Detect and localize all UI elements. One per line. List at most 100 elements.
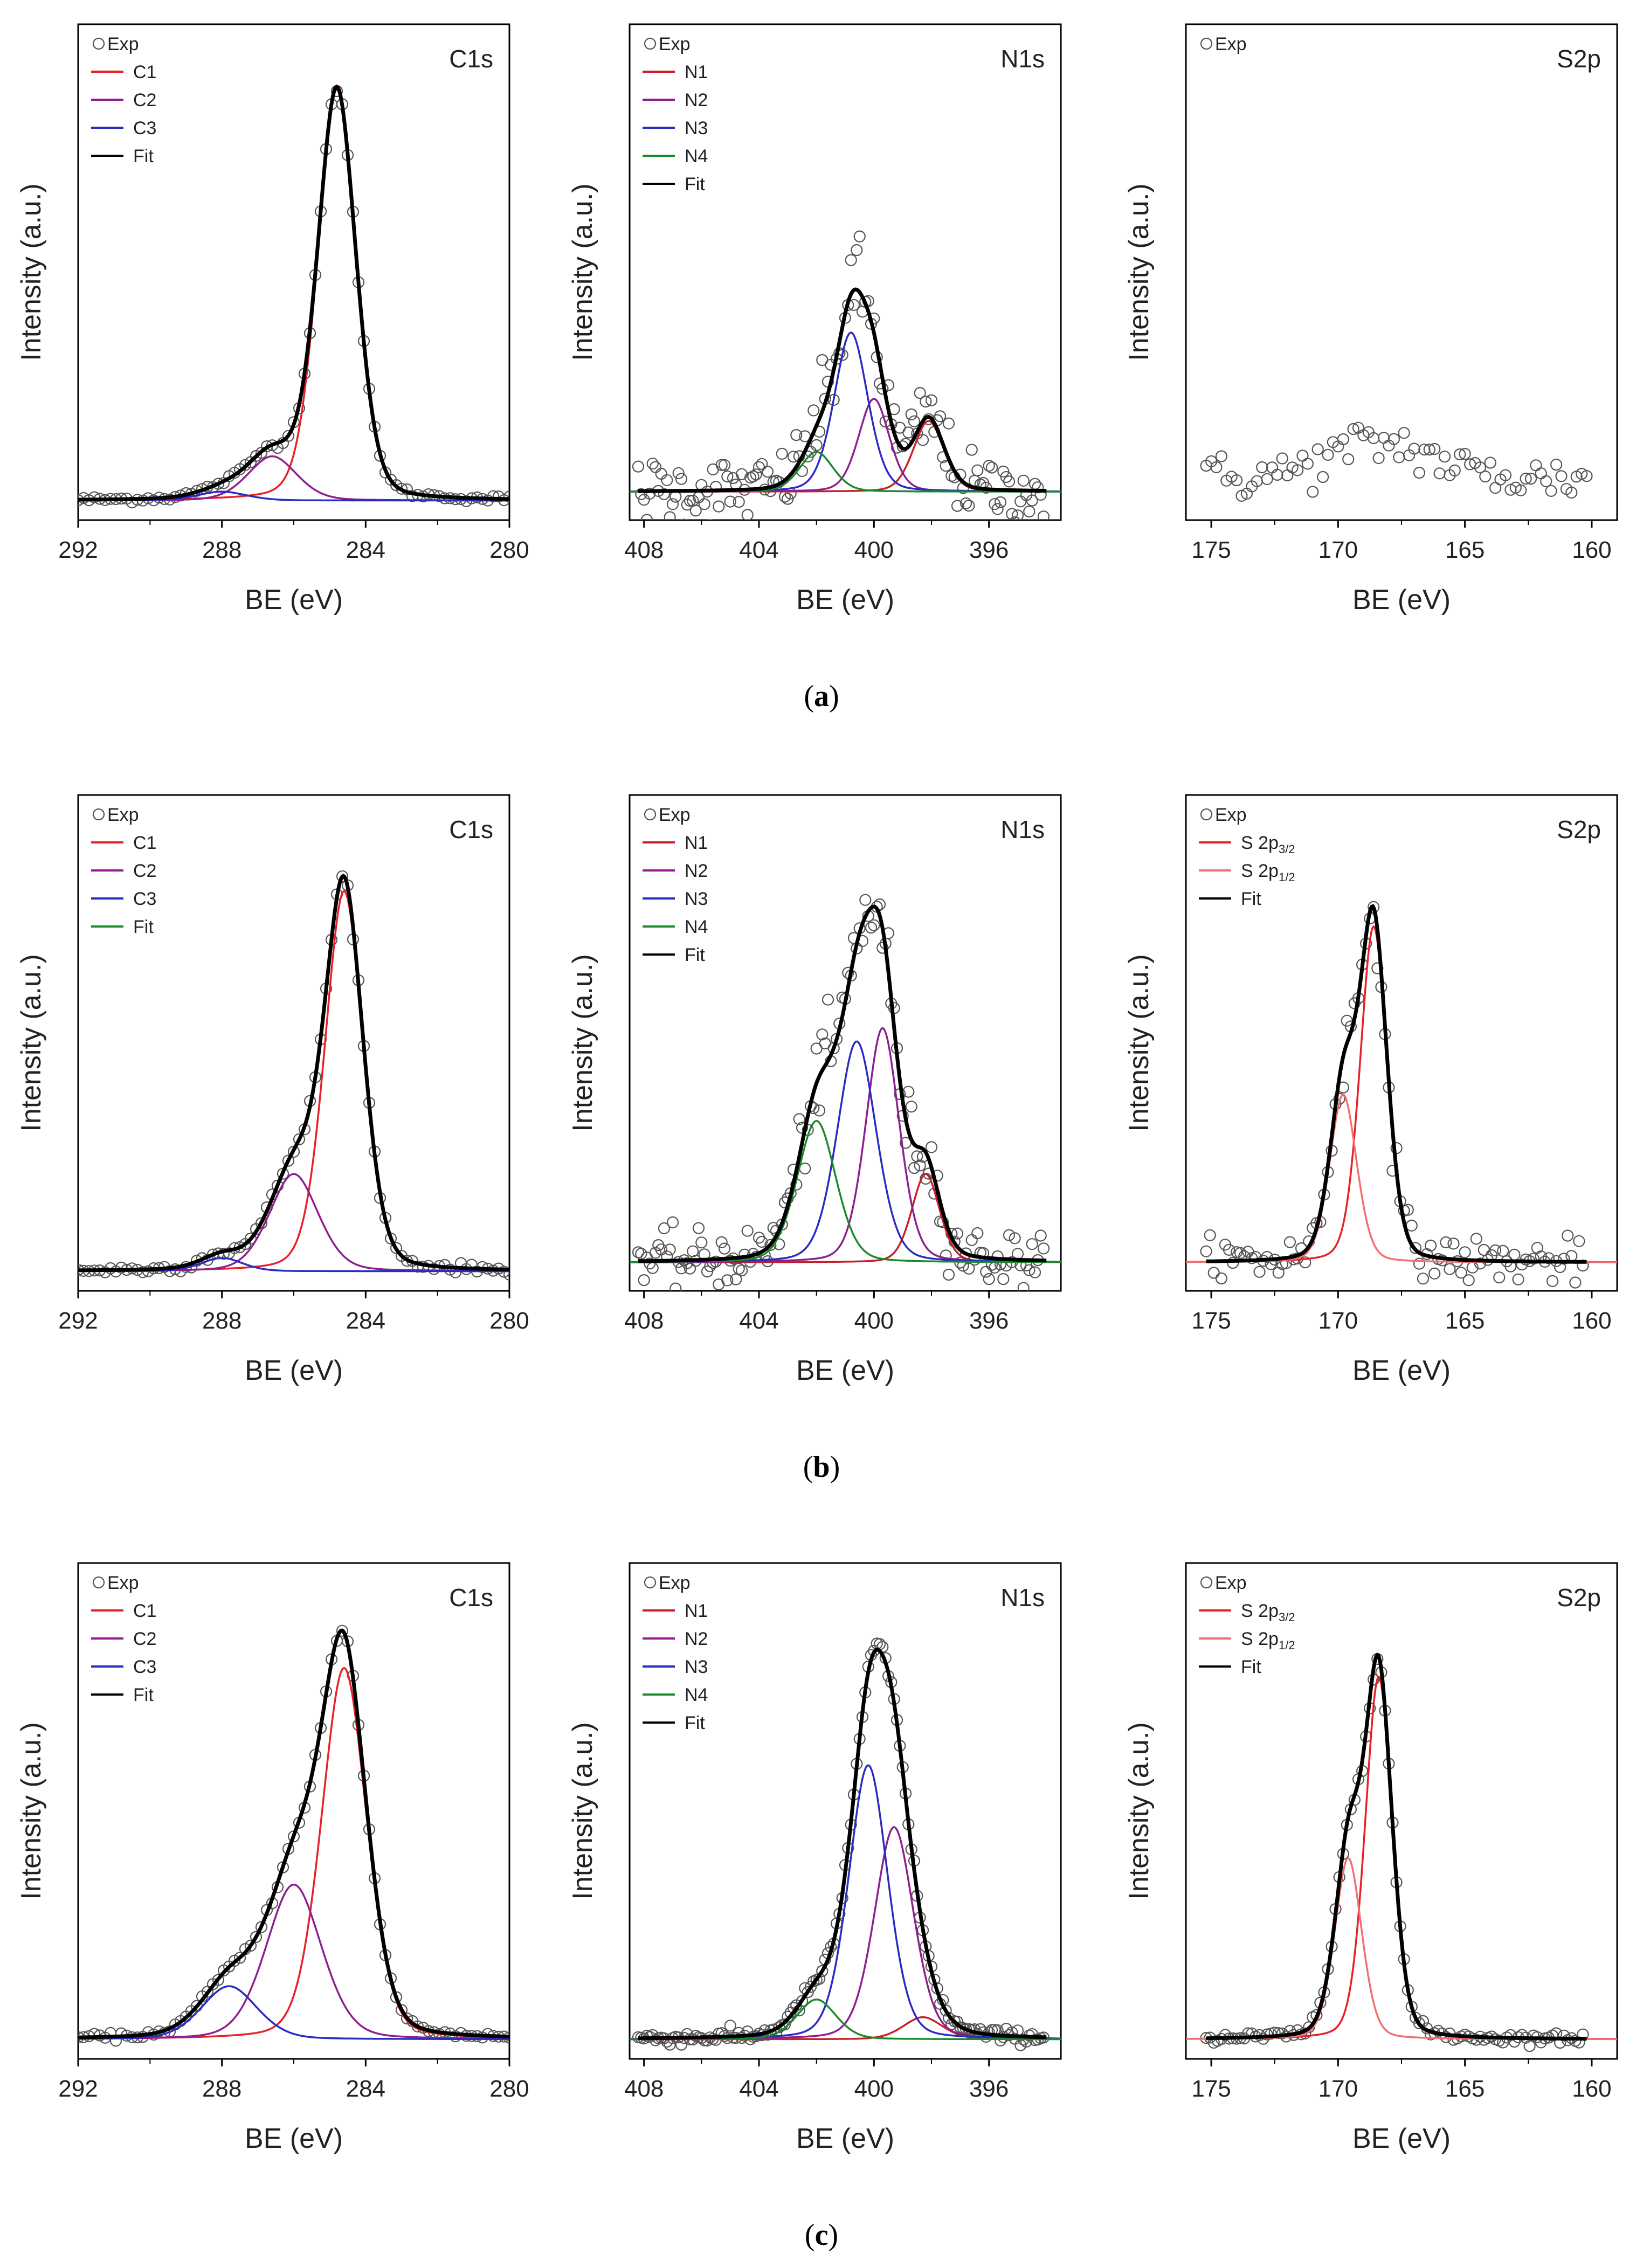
exp-point — [1283, 1236, 1296, 1248]
exp-point — [959, 497, 972, 510]
exp-point — [1478, 1243, 1490, 1256]
exp-point — [764, 1239, 777, 1251]
legend-label: N1 — [685, 1601, 708, 1621]
exp-point — [1026, 494, 1038, 507]
exp-point — [212, 478, 225, 490]
plot-area — [78, 84, 509, 509]
x-tick-label: 160 — [1572, 537, 1611, 563]
exp-point — [1242, 1246, 1254, 1258]
exp-point — [1372, 452, 1385, 465]
exp-point — [1200, 1245, 1212, 1257]
exp-point — [1520, 472, 1532, 485]
exp-point — [873, 898, 886, 911]
exp-point — [1271, 468, 1283, 481]
legend-marker — [1200, 1576, 1213, 1589]
x-tick-label: 175 — [1191, 1308, 1231, 1334]
exp-point — [951, 1227, 964, 1240]
legend-label: Exp — [107, 34, 139, 54]
y-axis-title: Intensity (a.u.) — [567, 954, 598, 1131]
exp-point — [1261, 473, 1273, 486]
exp-point — [666, 1216, 679, 1229]
y-axis-title: Intensity (a.u.) — [567, 183, 598, 361]
exp-point — [1026, 1238, 1038, 1250]
legend-marker — [644, 37, 657, 50]
exp-point — [1530, 459, 1542, 472]
exp-point — [925, 1141, 938, 1153]
exp-point — [851, 244, 863, 257]
legend-label: S 2p3/2 — [1241, 833, 1295, 856]
exp-point — [1204, 1229, 1216, 1241]
fit-envelope — [1206, 904, 1587, 1264]
exp-point — [1545, 485, 1557, 497]
legend: Exp S 2p3/2 S 2p1/2 Fit — [1199, 805, 1295, 909]
exp-point — [1418, 444, 1431, 456]
exp-point — [1210, 461, 1223, 474]
component-S-2p1-2 — [1186, 1093, 1617, 1263]
exp-point — [971, 1227, 984, 1240]
legend-label: N3 — [685, 1657, 708, 1677]
exp-point — [655, 467, 667, 480]
legend-label: N3 — [685, 118, 708, 139]
legend-label: Fit — [685, 174, 705, 195]
exp-point — [868, 919, 880, 931]
exp-point — [963, 500, 975, 512]
exp-point — [914, 1159, 926, 1172]
x-tick-label: 408 — [624, 1308, 664, 1334]
panel-title: N1s — [1000, 45, 1045, 73]
plot-area — [78, 1624, 509, 2047]
legend: Exp N1 N2 N3 N4 Fit — [643, 34, 708, 195]
exp-point — [1028, 1266, 1041, 1278]
exp-point — [761, 466, 774, 478]
exp-point — [735, 1264, 748, 1277]
x-tick-label: 170 — [1318, 537, 1358, 563]
x-tick-label: 288 — [202, 537, 241, 563]
component-N3 — [630, 1764, 1061, 2040]
exp-point — [336, 1624, 349, 1637]
exp-point — [733, 1262, 745, 1275]
legend-label: N4 — [685, 1685, 708, 1705]
exp-point — [658, 1222, 671, 1235]
exp-point — [1219, 2029, 1232, 2041]
legend: Exp N1 N2 N3 N4 Fit — [643, 1573, 708, 1733]
plot-area — [1186, 901, 1617, 1289]
panel-a-S2p: 175 170 165 160 BE (eV) Intensity (a.u.) S2p Ex… — [1123, 23, 1618, 616]
x-tick-label: 408 — [624, 537, 664, 563]
exp-point — [983, 459, 995, 472]
exp-point — [787, 451, 800, 463]
exp-point — [1425, 1239, 1437, 1252]
exp-point — [1009, 516, 1021, 520]
exp-point — [282, 1154, 295, 1167]
exp-point — [942, 1268, 955, 1281]
exp-point — [942, 417, 955, 430]
exp-point — [487, 490, 500, 502]
exp-point — [793, 1113, 805, 1125]
exp-point — [1009, 1232, 1021, 1244]
legend-label: N2 — [685, 1629, 708, 1649]
exp-point — [136, 1266, 149, 1278]
exp-point — [1032, 481, 1044, 494]
fit-envelope — [78, 874, 509, 1273]
plot-area — [630, 1637, 1061, 2051]
x-tick-label: 292 — [58, 2076, 98, 2102]
panel-title: C1s — [449, 1584, 493, 1612]
exp-point — [1540, 475, 1552, 488]
legend-label: N1 — [685, 833, 708, 853]
x-axis-title: BE (eV) — [796, 2123, 894, 2154]
exp-point — [1562, 1229, 1574, 1242]
legend-label: C2 — [133, 90, 156, 110]
x-axis-title: BE (eV) — [245, 584, 343, 616]
x-tick-label: 396 — [969, 1308, 1009, 1334]
x-tick-label: 400 — [854, 537, 894, 563]
exp-point — [713, 500, 725, 513]
exp-point — [1524, 472, 1537, 485]
x-tick-label: 400 — [854, 2076, 894, 2102]
exp-point — [721, 470, 734, 483]
exp-point — [796, 1122, 809, 1134]
exp-point — [244, 1939, 257, 1952]
caption-b: (b) — [803, 1450, 840, 1484]
exp-point — [675, 473, 688, 485]
exp-point — [1276, 452, 1288, 465]
exp-point — [1371, 962, 1384, 974]
legend: Exp C1 C2 C3 Fit — [91, 34, 156, 167]
